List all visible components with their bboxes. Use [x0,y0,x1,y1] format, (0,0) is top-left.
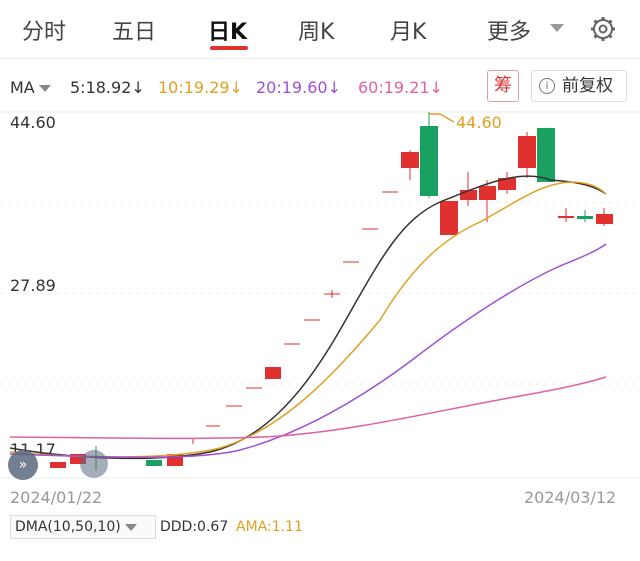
candle [440,201,458,235]
kline-chart[interactable]: 44.60 [0,0,640,490]
ma5-line [9,175,607,460]
ddd-value: DDD:0.67 [160,519,229,535]
y-axis-top-label: 44.60 [10,113,56,132]
chevron-down-icon [124,523,137,531]
ma60-value: 60:19.21↓ [358,78,443,97]
candle [460,190,477,200]
ma20-line [9,243,607,459]
tab-more[interactable]: 更多 [487,20,532,45]
candle [596,214,613,224]
active-tab-indicator [210,46,248,50]
candle [265,367,281,379]
ma5-value: 5:18.92↓ [70,78,145,97]
ma20-value: 20:19.60↓ [256,78,341,97]
chevron-down-icon[interactable] [550,24,564,32]
period-tab-bar: 分时 五日 日K 周K 月K 更多 [0,0,640,59]
candle [50,462,66,468]
ma-selector[interactable]: MA [10,78,51,97]
high-marker-label: 44.60 [456,113,502,132]
candle [146,460,162,466]
y-axis-mid-label: 27.89 [10,276,56,295]
candle [401,152,419,168]
tab-daily-k[interactable]: 日K [208,20,248,45]
ama-value: AMA:1.11 [236,519,303,535]
indicator-selector[interactable]: DMA(10,50,10) [10,515,156,539]
candle [420,126,438,196]
forward-adjust-label: 前复权 [562,76,613,96]
tab-five-day[interactable]: 五日 [112,20,157,45]
overlay-button[interactable] [80,450,108,478]
ma10-line [9,181,607,458]
high-marker-line [429,113,455,123]
tab-weekly-k[interactable]: 周K [298,20,335,45]
chevron-down-icon [38,85,51,92]
forward-adjust-button[interactable]: i 前复权 [531,70,627,102]
candle [479,186,496,200]
chip-distribution-button[interactable]: 筹 [487,70,519,102]
ma-legend: MA 5:18.92↓ 10:19.29↓ 20:19.60↓ 60:19.21… [0,70,640,104]
expand-icon[interactable]: » [8,450,38,480]
candle [70,454,86,464]
candle [577,216,593,219]
ma10-value: 10:19.29↓ [158,78,243,97]
x-axis-end-label: 2024/03/12 [524,488,617,507]
candles [50,112,613,470]
candle [498,178,516,190]
tab-monthly-k[interactable]: 月K [390,20,427,45]
indicator-bar: DMA(10,50,10) DDD:0.67 AMA:1.11 [0,515,640,541]
candle [518,136,536,168]
ma60-line [9,376,607,440]
info-icon: i [539,78,555,94]
candle [537,128,555,182]
gear-icon[interactable] [590,16,616,42]
x-axis-start-label: 2024/01/22 [10,488,103,507]
tab-intraday[interactable]: 分时 [22,20,67,45]
